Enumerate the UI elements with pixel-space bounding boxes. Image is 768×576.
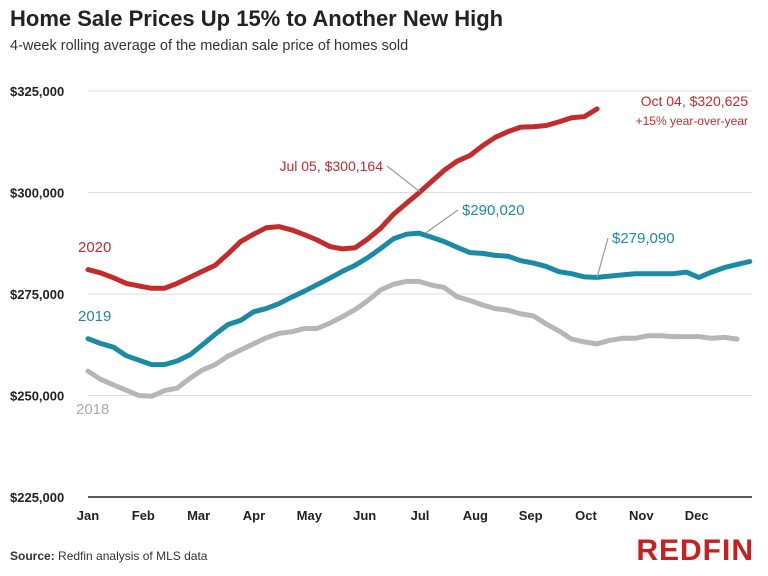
source-label: Source: — [10, 549, 55, 563]
x-tick-label: Nov — [629, 508, 654, 523]
annotation-label: $279,090 — [612, 230, 675, 247]
source-text: Redfin analysis of MLS data — [58, 549, 208, 563]
annotation-label: Oct 04, $320,625 — [641, 93, 749, 109]
source-note: Source: Redfin analysis of MLS data — [10, 549, 207, 563]
series-line-2019 — [85, 230, 753, 368]
x-tick-label: Jun — [353, 508, 376, 523]
x-tick-label: Aug — [463, 508, 488, 523]
series-label-2019: 2019 — [78, 308, 111, 325]
x-tick-label: May — [297, 508, 323, 523]
x-tick-label: Jan — [77, 508, 99, 523]
redfin-logo: REDFIN — [636, 534, 754, 567]
annotation-label: $290,020 — [462, 202, 525, 219]
callout-line — [386, 165, 421, 193]
series-line-2018 — [85, 278, 740, 399]
x-tick-label: Sep — [519, 508, 543, 523]
callout-line — [425, 209, 459, 234]
y-tick-label: $250,000 — [10, 389, 64, 404]
x-tick-label: Jul — [411, 508, 430, 523]
x-tick-label: Feb — [132, 508, 155, 523]
y-tick-label: $225,000 — [10, 490, 64, 505]
y-tick-label: $325,000 — [10, 84, 64, 99]
chart-title: Home Sale Prices Up 15% to Another New H… — [10, 6, 504, 31]
series-line-2020 — [85, 106, 600, 291]
series-label-2020: 2020 — [78, 239, 111, 256]
x-tick-label: Oct — [575, 508, 597, 523]
annotation-sublabel: +15% year-over-year — [636, 114, 748, 128]
callout-line — [596, 237, 609, 278]
annotation-label: Jul 05, $300,164 — [279, 158, 383, 174]
y-tick-label: $275,000 — [10, 287, 64, 302]
series-label-2018: 2018 — [76, 401, 109, 418]
chart-subtitle: 4-week rolling average of the median sal… — [10, 38, 409, 54]
x-tick-label: Mar — [187, 508, 210, 523]
x-tick-label: Dec — [685, 508, 709, 523]
y-tick-label: $300,000 — [10, 186, 64, 201]
x-tick-label: Apr — [243, 508, 265, 523]
